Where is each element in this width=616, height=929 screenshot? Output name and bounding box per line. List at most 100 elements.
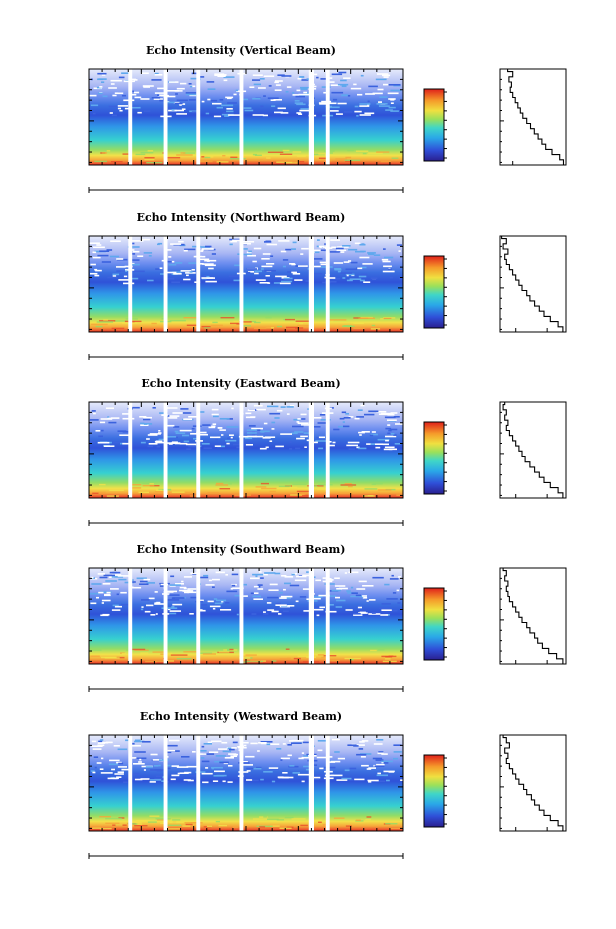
heatmap-speckle — [131, 277, 139, 280]
heatmap-speckle — [275, 275, 287, 278]
heatmap-speckle — [386, 779, 390, 782]
heatmap-speckle — [329, 81, 335, 83]
heatmap-speckle — [289, 584, 300, 587]
heatmap-speckle — [101, 81, 105, 83]
heatmap-speckle — [247, 254, 256, 257]
heatmap-speckle — [362, 597, 368, 599]
heatmap-streak — [196, 652, 213, 654]
heatmap-speckle — [275, 80, 283, 82]
heatmap-speckle — [111, 576, 124, 578]
heatmap-speckle — [269, 743, 280, 745]
heatmap-speckle — [258, 87, 266, 89]
heatmap-speckle — [280, 406, 286, 408]
heatmap-speckle — [292, 425, 304, 428]
heatmap-speckle — [224, 115, 230, 117]
heatmap-speckle — [345, 268, 358, 271]
heatmap-streak — [285, 162, 298, 164]
heatmap-speckle — [244, 109, 254, 112]
heatmap-speckle — [303, 91, 308, 94]
heatmap-speckle — [164, 260, 172, 263]
heatmap-speckle — [121, 603, 131, 606]
heatmap-streak — [122, 153, 131, 155]
heatmap-speckle — [348, 248, 358, 251]
heatmap-streak — [345, 156, 352, 159]
heatmap-speckle — [224, 757, 234, 759]
heatmap-speckle — [390, 89, 402, 92]
heatmap-speckle — [112, 275, 117, 277]
heatmap-speckle — [89, 94, 97, 97]
heatmap-speckle — [367, 252, 376, 254]
heatmap-streak — [313, 819, 322, 822]
heatmap-streak — [169, 319, 186, 322]
heatmap-speckle — [205, 584, 215, 586]
heatmap-speckle — [99, 739, 104, 741]
heatmap-speckle — [190, 77, 201, 80]
heatmap-speckle — [227, 102, 237, 104]
heatmap-speckle — [343, 111, 353, 113]
heatmap-speckle — [259, 78, 265, 80]
heatmap-speckle — [393, 751, 402, 753]
data-gap — [308, 69, 314, 165]
heatmap-speckle — [90, 272, 98, 275]
heatmap-streak — [223, 649, 233, 651]
heatmap-speckle — [354, 778, 365, 781]
heatmap-speckle — [333, 428, 340, 431]
heatmap-warm-streaks — [94, 149, 399, 164]
heatmap-speckle — [146, 438, 150, 440]
heatmap-streak — [99, 320, 116, 322]
profile-line — [502, 735, 564, 831]
heatmap-speckle — [92, 251, 97, 254]
heatmap-speckle — [359, 114, 371, 116]
heatmap-speckle — [215, 438, 218, 441]
heatmap-speckle — [155, 441, 165, 444]
heatmap-streak — [255, 486, 267, 488]
heatmap-speckle — [89, 242, 100, 244]
heatmap-speckle — [209, 751, 219, 753]
heatmap-speckle — [245, 444, 253, 446]
heatmap-speckle — [202, 424, 211, 426]
heatmap-speckle — [382, 74, 391, 77]
heatmap-speckle — [291, 271, 297, 274]
heatmap-streak — [116, 656, 125, 659]
heatmap-speckle — [187, 591, 197, 594]
heatmap-speckle — [239, 761, 248, 763]
heatmap-speckle — [387, 413, 395, 416]
heatmap-speckle — [236, 613, 239, 616]
heatmap-speckle — [120, 591, 127, 594]
heatmap-speckle — [242, 583, 247, 586]
heatmap-streak — [186, 492, 190, 494]
heatmap-speckle — [289, 263, 295, 265]
heatmap-speckle — [201, 772, 213, 775]
heatmap-speckle — [332, 98, 338, 101]
heatmap-streak — [180, 152, 186, 154]
heatmap-speckle — [316, 76, 319, 79]
heatmap-speckle — [246, 770, 251, 772]
panel-5: Echo Intensity (Westward Beam) — [88, 710, 567, 859]
heatmap-speckle — [346, 444, 358, 447]
heatmap-speckle — [94, 274, 100, 277]
heatmap-speckle — [202, 248, 214, 250]
heatmap-speckle — [109, 255, 120, 258]
heatmap-speckle — [317, 740, 330, 742]
heatmap-speckle — [96, 596, 99, 599]
heatmap-speckle — [179, 586, 187, 589]
panel-1: Echo Intensity (Vertical Beam) — [88, 44, 567, 193]
heatmap-speckles — [89, 404, 403, 451]
heatmap-speckle — [282, 772, 288, 774]
heatmap-speckle — [370, 277, 378, 280]
heatmap-speckle — [252, 79, 261, 81]
heatmap-speckle — [205, 280, 217, 283]
data-gap — [308, 402, 314, 498]
heatmap-speckle — [101, 602, 104, 604]
heatmap-speckle — [117, 766, 127, 768]
heatmap-speckle — [370, 443, 375, 445]
heatmap-speckle — [358, 748, 364, 750]
heatmap-speckle — [252, 434, 256, 437]
heatmap-speckle — [396, 244, 402, 246]
heatmap-speckle — [116, 761, 122, 764]
heatmap-speckle — [183, 249, 188, 252]
heatmap-streak — [207, 492, 219, 494]
heatmap-speckle — [335, 247, 344, 250]
heatmap-speckle — [213, 115, 222, 118]
heatmap-streak — [371, 483, 376, 485]
